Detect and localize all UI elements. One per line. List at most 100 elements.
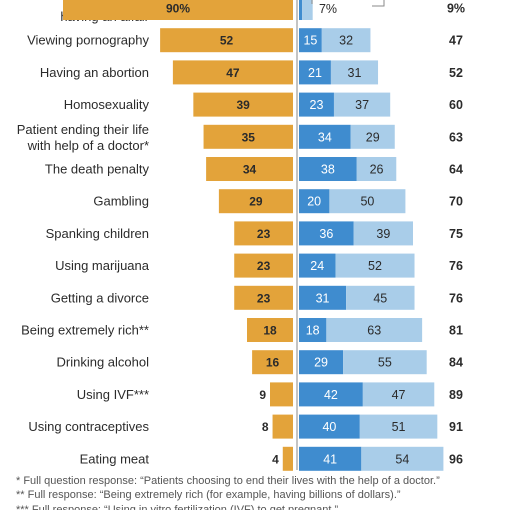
light-blue-bar — [333, 92, 391, 117]
orange-bar-label: 34 — [243, 163, 257, 177]
dark-blue-bar-label: 38 — [321, 163, 335, 177]
row-total: 91 — [449, 420, 463, 434]
light-blue-bar-label: 31 — [348, 66, 362, 80]
dark-blue-bar-label: 40 — [322, 420, 336, 434]
row-total: 84 — [449, 356, 463, 370]
dark-blue-bar — [299, 446, 362, 471]
light-blue-bar — [326, 318, 423, 342]
footnote: *** Full response: “Using in vitro ferti… — [16, 504, 339, 510]
light-blue-bar — [356, 157, 397, 181]
dark-blue-bar-label: 36 — [319, 227, 333, 241]
category-label: Spanking children — [46, 226, 149, 241]
dark-blue-bar — [299, 414, 360, 439]
chart-row: Eating meat 4 41 54 96 — [80, 446, 463, 471]
orange-bar — [282, 446, 293, 471]
chart-row: Using marijuana 23 24 52 76 — [55, 253, 463, 278]
dark-blue-bar — [299, 221, 354, 246]
light-blue-callout-label: 7% — [319, 2, 337, 16]
dark-blue-bar-label: 31 — [316, 291, 330, 305]
chart-row: Drinking alcohol 16 29 55 84 — [57, 350, 463, 375]
dark-blue-bar — [299, 285, 347, 310]
orange-bar — [172, 60, 293, 85]
chart-row: Viewing pornography 52 15 32 47 — [27, 28, 463, 53]
light-blue-bar — [302, 0, 313, 20]
chart-row: Being extremely rich** 18 18 63 81 — [21, 318, 463, 342]
category-label: Drinking alcohol — [57, 355, 150, 370]
dark-blue-bar-label: 21 — [308, 66, 322, 80]
dark-blue-bar-label: 41 — [323, 452, 337, 466]
orange-bar — [203, 124, 293, 149]
light-blue-bar — [362, 382, 435, 407]
footnotes: * Full question response: “Patients choo… — [16, 475, 440, 510]
orange-bar — [234, 221, 293, 246]
footnote: ** Full response: “Being extremely rich … — [16, 489, 401, 501]
dark-blue-bar — [299, 60, 331, 85]
dark-blue-bar-label: 42 — [324, 388, 338, 402]
orange-bar — [218, 189, 293, 214]
light-blue-bar-label: 50 — [360, 195, 374, 209]
chart-row: Having an abortion 47 21 31 52 — [40, 60, 463, 85]
category-label: Using contraceptives — [28, 419, 149, 434]
orange-bar — [252, 350, 293, 375]
dark-blue-bar — [299, 253, 336, 278]
row-total: 47 — [449, 34, 463, 48]
light-blue-bar-label: 63 — [367, 324, 381, 338]
orange-bar-label: 8 — [262, 420, 269, 434]
chart-row: Using contraceptives 8 40 51 91 — [28, 414, 463, 439]
row-total: 76 — [449, 259, 463, 273]
row-total: 81 — [449, 324, 463, 338]
dark-blue-bar-label: 20 — [307, 195, 321, 209]
light-blue-bar-label: 52 — [368, 259, 382, 273]
orange-bar — [234, 285, 293, 310]
category-label: with help of a doctor* — [27, 138, 149, 153]
orange-bar-label: 9 — [259, 388, 266, 402]
light-blue-bar — [335, 253, 415, 278]
light-blue-bar-label: 51 — [392, 420, 406, 434]
row-total: 89 — [449, 388, 463, 402]
row-total: 76 — [449, 291, 463, 305]
light-blue-bar-label: 45 — [373, 291, 387, 305]
orange-bar-label: 23 — [257, 291, 271, 305]
orange-bar-label: 90% — [166, 2, 190, 16]
category-label: Patient ending their life — [17, 122, 149, 137]
row-total: 63 — [449, 130, 463, 144]
chart-row: Spanking children 23 36 39 75 — [46, 221, 463, 246]
dark-blue-bar — [299, 318, 327, 342]
orange-bar-label: 35 — [242, 130, 256, 144]
chart-row: Using IVF*** 9 42 47 89 — [77, 382, 463, 407]
category-label: Viewing pornography — [27, 33, 149, 48]
chart-row: Gambling 29 20 50 70 — [93, 189, 463, 214]
orange-bar-label: 52 — [220, 34, 234, 48]
row-total: 70 — [449, 195, 463, 209]
light-blue-bar-label: 47 — [392, 388, 406, 402]
orange-bar-label: 23 — [257, 259, 271, 273]
category-label: Eating meat — [80, 451, 150, 466]
orange-bar — [160, 28, 293, 53]
dark-blue-bar-label: 24 — [310, 259, 324, 273]
light-blue-bar-label: 32 — [339, 34, 353, 48]
light-blue-bar — [346, 285, 415, 310]
light-blue-bar — [321, 28, 371, 53]
light-blue-bar-label: 54 — [395, 452, 409, 466]
category-label: Homosexuality — [64, 97, 150, 112]
light-blue-bar — [353, 221, 413, 246]
dark-blue-bar — [299, 382, 363, 407]
light-blue-bar — [350, 124, 395, 149]
light-blue-bar — [359, 414, 438, 439]
row-total: 96 — [449, 452, 463, 466]
category-label: Having an abortion — [40, 65, 149, 80]
row-total: 60 — [449, 98, 463, 112]
chart-row: Homosexuality 39 23 37 60 — [64, 92, 463, 117]
dark-blue-bar — [299, 92, 334, 117]
dark-blue-bar-label: 18 — [306, 324, 320, 338]
dark-blue-bar-label: 15 — [303, 34, 317, 48]
footnote: * Full question response: “Patients choo… — [16, 475, 440, 487]
orange-bar — [234, 253, 293, 278]
dark-blue-bar-label: 34 — [318, 130, 332, 144]
category-label: Using marijuana — [55, 258, 150, 273]
light-blue-bar — [361, 446, 444, 471]
light-blue-bar-label: 39 — [376, 227, 390, 241]
light-blue-bar — [330, 60, 379, 85]
